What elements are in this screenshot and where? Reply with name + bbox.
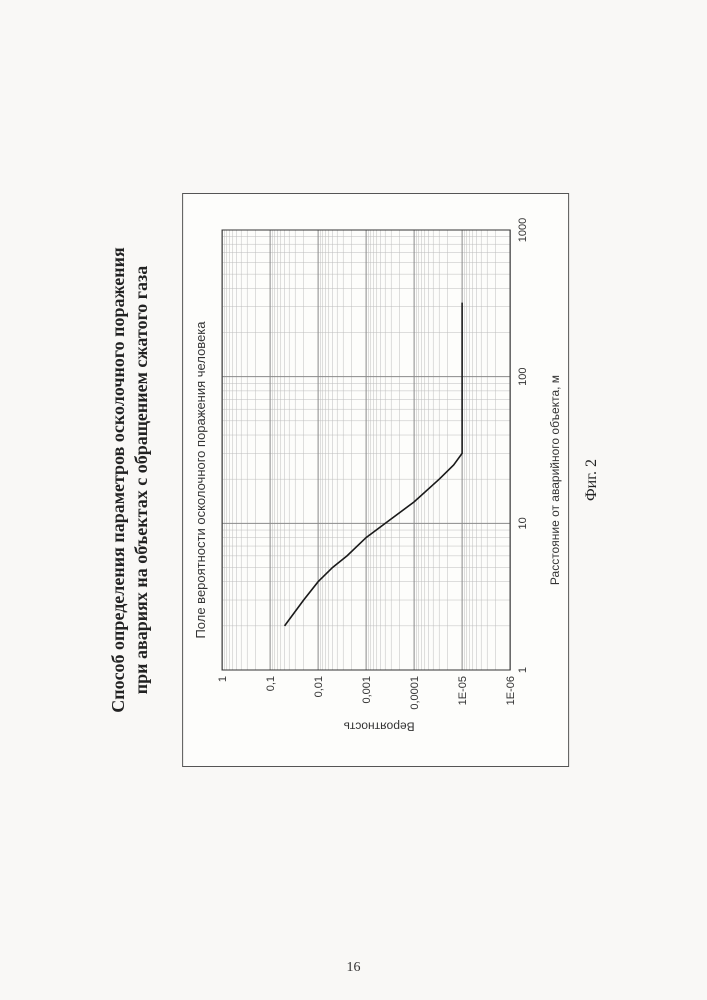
figure-frame: Поле вероятности осколочного поражения ч… [181,193,568,767]
svg-text:1000: 1000 [516,218,528,242]
svg-text:10: 10 [516,517,528,529]
svg-text:0,01: 0,01 [312,676,324,697]
title-line-1: Способ определения параметров осколочног… [108,247,128,713]
y-axis-label: Вероятность [343,719,414,733]
figure-caption: Фиг. 2 [582,50,600,910]
svg-text:0,001: 0,001 [360,676,372,704]
page: { "document": { "title_line1": "Способ о… [0,0,707,1000]
svg-text:1: 1 [216,676,228,682]
svg-text:1E-05: 1E-05 [456,676,468,705]
chart-title: Поле вероятности осколочного поражения ч… [192,200,207,760]
svg-text:0,0001: 0,0001 [408,676,420,710]
title-line-2: при авариях на объектах с обращением сжа… [131,266,151,694]
chart-svg: 1 10 100 1000 1 0,1 0,01 0,001 0,0001 1E-05 1E-06 [213,210,543,750]
chart-area: Вероятность 1 10 100 1000 1 0,1 0,01 0,001 0,000… [213,210,543,750]
document-title: Способ определения параметров осколочног… [107,50,154,910]
svg-text:1E-06: 1E-06 [504,676,516,705]
svg-text:100: 100 [516,367,528,385]
rotated-content: Способ определения параметров осколочног… [107,50,601,910]
page-number: 16 [347,960,361,976]
svg-text:1: 1 [516,667,528,673]
svg-text:0,1: 0,1 [264,676,276,691]
x-axis-label: Расстояние от аварийного объекта, м [547,200,561,760]
